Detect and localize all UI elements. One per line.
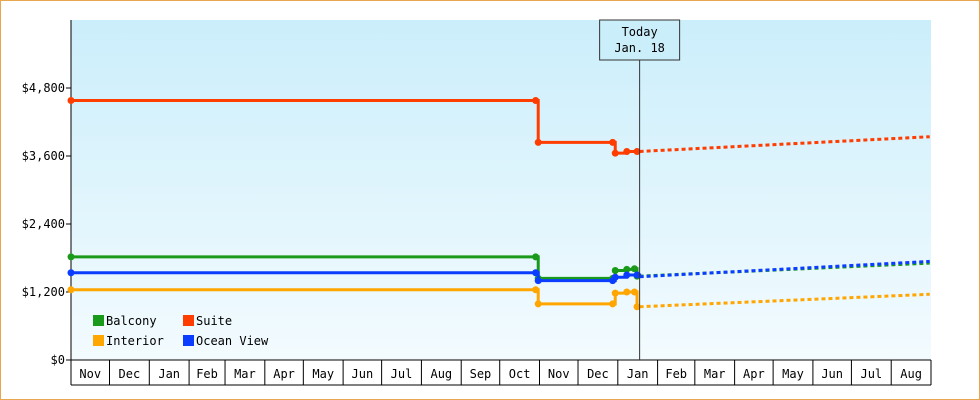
x-month-label: Aug xyxy=(900,367,922,381)
legend-swatch xyxy=(93,315,104,326)
y-axis: $0 $1,200 $2,400 $3,600 $4,800 xyxy=(22,20,72,367)
y-tick-label: $4,800 xyxy=(22,81,65,95)
series-projection xyxy=(639,292,930,309)
series-point xyxy=(67,269,75,277)
x-month-label: Nov xyxy=(548,367,570,381)
series-point xyxy=(67,253,75,261)
x-month-label: Sep xyxy=(470,367,492,381)
y-tick-label: $2,400 xyxy=(22,217,65,231)
today-date-label: Jan. 18 xyxy=(614,41,665,55)
legend-label: Balcony xyxy=(106,314,157,328)
x-month-label: Apr xyxy=(273,367,295,381)
series-point xyxy=(623,271,631,279)
today-box xyxy=(599,19,681,61)
y-tick-label: $1,200 xyxy=(22,285,65,299)
plot-background xyxy=(71,20,931,360)
series-point xyxy=(630,265,638,273)
x-month-label: Oct xyxy=(509,367,531,381)
series-point xyxy=(611,149,619,157)
series-layer xyxy=(67,96,930,311)
legend: Balcony Suite Interior Ocean View xyxy=(93,314,269,348)
series-ocean-view xyxy=(67,259,930,285)
x-month-label: Jun xyxy=(352,367,374,381)
legend-label: Ocean View xyxy=(196,334,269,348)
series-interior xyxy=(67,286,930,311)
series-point xyxy=(623,265,631,273)
series-point xyxy=(630,288,638,296)
x-month-label: Feb xyxy=(196,367,218,381)
series-point xyxy=(67,96,75,104)
legend-swatch xyxy=(93,335,104,346)
x-month-label: Dec xyxy=(587,367,609,381)
series-point xyxy=(611,266,619,274)
x-month-label: Aug xyxy=(430,367,452,381)
legend-swatch xyxy=(183,315,194,326)
today-label: Today xyxy=(622,25,658,39)
series-point xyxy=(609,138,617,146)
x-month-label: Mar xyxy=(704,367,726,381)
x-month-label: May xyxy=(782,367,804,381)
x-month-label: Nov xyxy=(79,367,101,381)
legend-label: Interior xyxy=(106,334,164,348)
series-point xyxy=(633,303,641,311)
x-month-label: Jan xyxy=(158,367,180,381)
series-point xyxy=(534,300,542,308)
legend-swatch xyxy=(183,335,194,346)
series-point xyxy=(532,269,540,277)
series-point xyxy=(534,138,542,146)
series-point xyxy=(609,300,617,308)
x-axis: Nov Dec Jan Feb Mar Apr May Jun Jul Aug Sep Oct Nov D… xyxy=(70,359,932,386)
series-point xyxy=(532,286,540,294)
x-month-label: Feb xyxy=(665,367,687,381)
x-month-label: Jul xyxy=(391,367,413,381)
series-point xyxy=(67,286,75,294)
series-point xyxy=(623,147,631,155)
today-marker: Today Jan. 18 xyxy=(599,19,681,360)
series-point xyxy=(532,96,540,104)
y-tick-label: $3,600 xyxy=(22,149,65,163)
series-projection xyxy=(639,261,930,278)
y-tick-label: $0 xyxy=(51,353,65,367)
series-point xyxy=(611,289,619,297)
x-month-label: Dec xyxy=(119,367,141,381)
x-month-label: Apr xyxy=(743,367,765,381)
series-point xyxy=(532,253,540,261)
x-month-label: May xyxy=(312,367,334,381)
series-point xyxy=(633,271,641,279)
x-month-label: Mar xyxy=(234,367,256,381)
series-point xyxy=(611,273,619,281)
series-balcony xyxy=(67,253,930,282)
legend-label: Suite xyxy=(196,314,232,328)
series-suite xyxy=(67,96,930,157)
x-month-label: Jun xyxy=(821,367,843,381)
x-month-label: Jan xyxy=(627,367,649,381)
series-point xyxy=(633,147,641,155)
series-point xyxy=(623,288,631,296)
x-month-label: Jul xyxy=(860,367,882,381)
series-point xyxy=(534,277,542,285)
